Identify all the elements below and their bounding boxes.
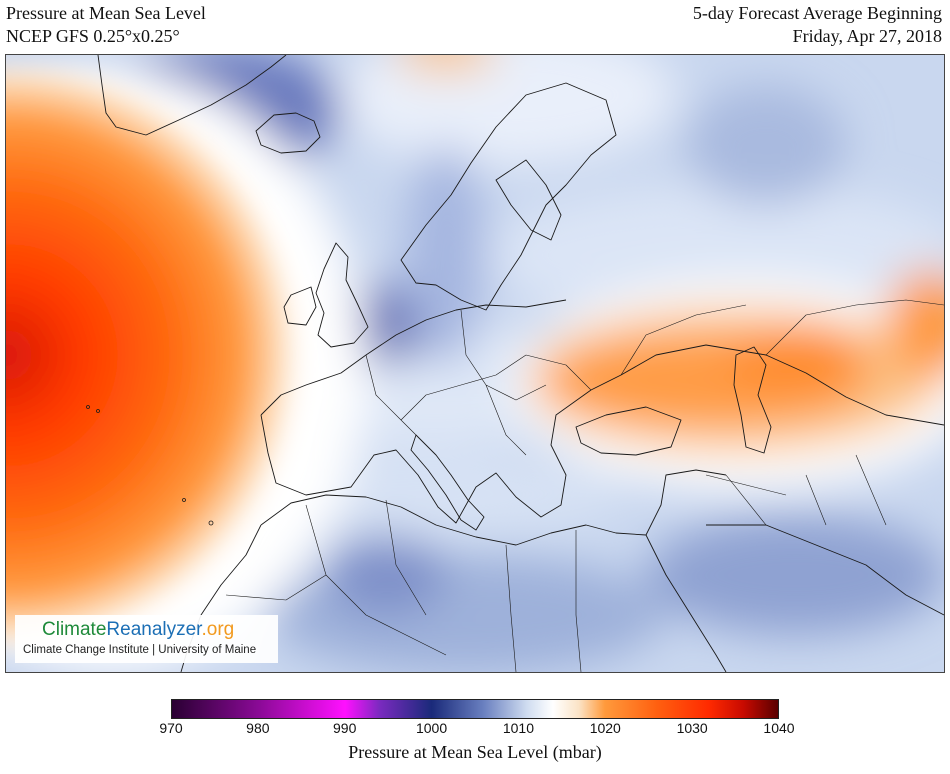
low-sahara-west [326, 535, 446, 615]
island-azores-1 [86, 405, 90, 409]
colorbar [171, 699, 779, 719]
island-madeira [182, 498, 186, 502]
borders-africa [225, 499, 582, 672]
coast-france-north [260, 299, 567, 416]
colorbar-tick-label: 990 [333, 720, 357, 736]
high-caspian [726, 328, 866, 392]
coast-iceland [255, 112, 321, 154]
azores-high [6, 55, 376, 672]
coast-continent [260, 344, 944, 524]
coast-scandinavia [400, 82, 617, 311]
climate-reanalyzer-logo: ClimateReanalyzer.org Climate Change Ins… [15, 615, 278, 663]
pressure-map [5, 54, 945, 673]
island-canary [208, 520, 214, 526]
borders-asia [620, 299, 944, 526]
colorbar-tick-label: 1040 [763, 720, 795, 736]
map-title: Pressure at Mean Sea Level [6, 3, 206, 23]
high-far-east [886, 270, 944, 380]
island-azores-2 [96, 409, 100, 413]
low-arabia [646, 515, 944, 635]
light-zone-north [336, 55, 676, 165]
colorbar-tick-label: 970 [159, 720, 183, 736]
logo-word-reanalyzer: Reanalyzer [106, 619, 202, 640]
logo-wordmark: ClimateReanalyzer.org [21, 619, 272, 641]
low-barents [686, 85, 846, 205]
colorbar-tick-label: 1010 [502, 720, 534, 736]
coast-north-africa [260, 494, 647, 546]
low-norway-band [406, 145, 486, 365]
model-label: NCEP GFS 0.25°x0.25° [6, 26, 180, 46]
coast-caspian [733, 346, 772, 454]
low-sahara [266, 555, 666, 672]
logo-word-org: .org [201, 619, 235, 640]
borders-europe [365, 309, 592, 456]
coast-arabia [706, 524, 944, 616]
coast-ireland [283, 286, 317, 326]
forecast-label: 5-day Forecast Average Beginning [692, 3, 942, 23]
logo-subtitle: Climate Change Institute | University of… [23, 644, 257, 656]
coast-sweden-finland [495, 159, 562, 241]
colorbar-title: Pressure at Mean Sea Level (mbar) [348, 742, 602, 762]
colorbar-tick-label: 1020 [589, 720, 621, 736]
coast-levant [645, 469, 727, 536]
coast-greenland [97, 55, 287, 136]
coast-italy [410, 434, 485, 531]
logo-word-climate: Climate [42, 619, 107, 640]
coastlines [97, 55, 944, 672]
colorbar-tick-label: 1030 [676, 720, 708, 736]
coast-red-sea [645, 534, 727, 672]
forecast-date: Friday, Apr 27, 2018 [792, 26, 942, 46]
colorbar-tick-label: 980 [246, 720, 270, 736]
coast-britain [315, 242, 369, 348]
coast-black-sea [575, 406, 682, 456]
colorbar-tick-label: 1000 [415, 720, 448, 736]
high-north-atlantic-top [397, 55, 495, 72]
